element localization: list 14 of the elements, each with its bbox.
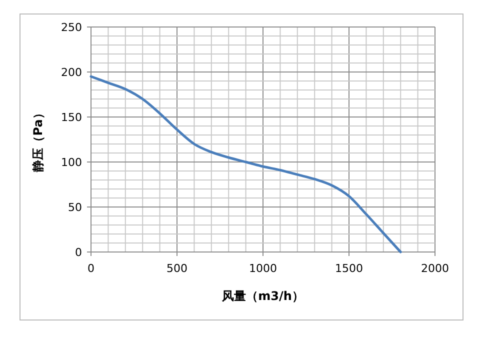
y-axis-title: 静压（Pa） bbox=[31, 107, 45, 173]
x-tick-label: 0 bbox=[88, 262, 94, 275]
line-series bbox=[90, 75, 402, 254]
x-tick-label: 1000 bbox=[249, 262, 277, 275]
x-axis-title: 风量（m3/h） bbox=[221, 289, 304, 303]
x-tick-label: 2000 bbox=[421, 262, 449, 275]
x-tick-label: 1500 bbox=[335, 262, 363, 275]
x-tick-label: 500 bbox=[166, 262, 188, 275]
y-tick-label: 50 bbox=[68, 201, 82, 214]
y-tick-label: 0 bbox=[75, 246, 82, 259]
y-tick-label: 200 bbox=[61, 66, 82, 79]
y-tick-label: 250 bbox=[61, 21, 82, 34]
y-tick-label: 100 bbox=[61, 156, 82, 169]
y-tick-label: 150 bbox=[61, 111, 82, 124]
